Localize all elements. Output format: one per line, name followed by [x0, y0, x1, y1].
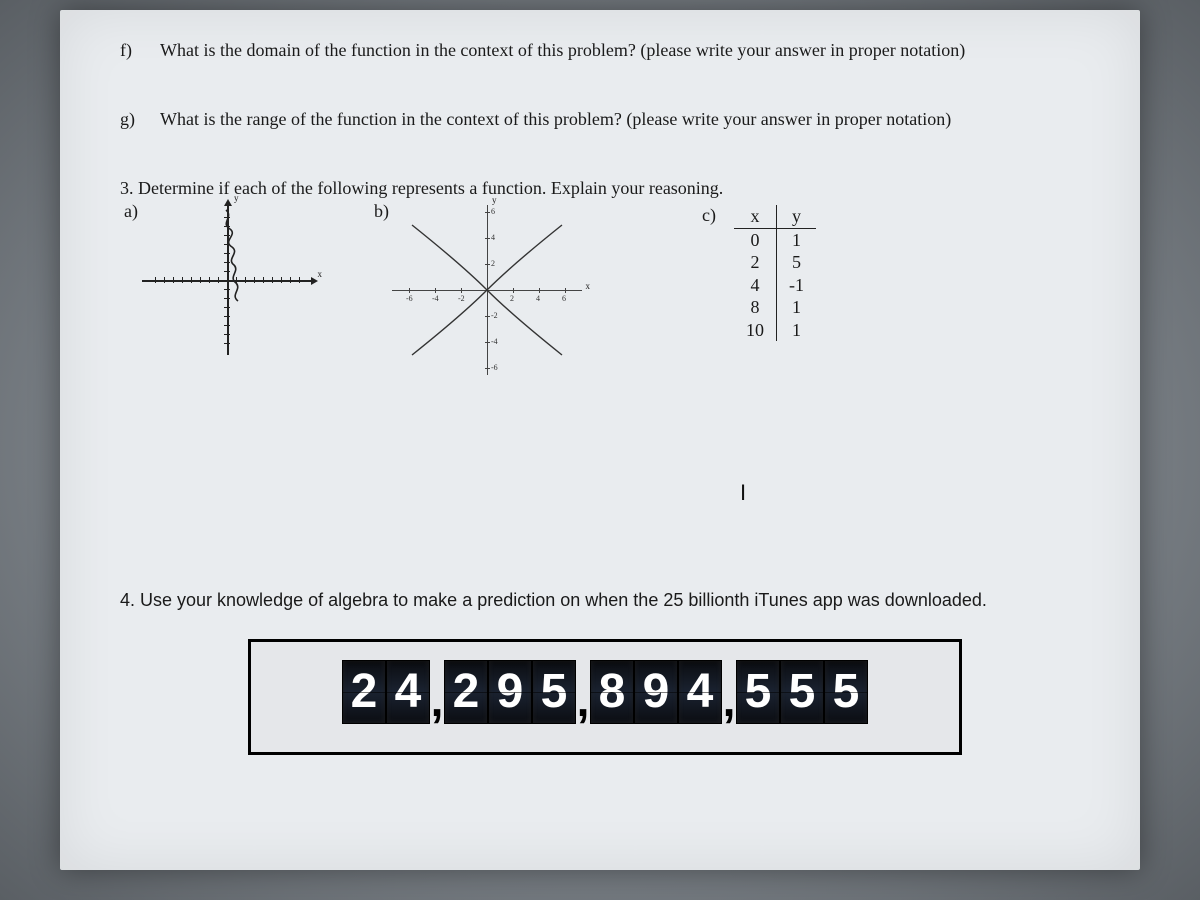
- counter-group: 555: [736, 660, 868, 734]
- counter-comma: ,: [722, 660, 736, 740]
- screen-bezel: f) What is the domain of the function in…: [0, 0, 1200, 900]
- table-row: x y: [734, 205, 816, 228]
- table-cell: 1: [776, 296, 816, 319]
- question-g-label: g): [120, 109, 142, 130]
- table-cell: 1: [776, 228, 816, 251]
- tick: [200, 277, 201, 283]
- graph-b-y-label: y: [492, 195, 497, 205]
- table-row: 81: [734, 296, 816, 319]
- tick: [281, 277, 282, 283]
- counter-group: 295: [444, 660, 576, 734]
- graph-b-curves: [392, 205, 582, 375]
- tick: [263, 277, 264, 283]
- tick: [272, 277, 273, 283]
- graph-a-x-label: x: [318, 269, 323, 279]
- counter-digit: 9: [488, 660, 532, 724]
- section-3-prompt: 3. Determine if each of the following re…: [120, 178, 1090, 199]
- counter-digit: 5: [780, 660, 824, 724]
- counter-digit: 2: [342, 660, 386, 724]
- tick: [224, 217, 230, 218]
- part-b: b) x y -6-4-2246-6-4-2246: [392, 205, 582, 375]
- question-g-text: What is the range of the function in the…: [160, 109, 951, 130]
- counter-digit: 2: [444, 660, 488, 724]
- tick: [299, 277, 300, 283]
- section-4: 4. Use your knowledge of algebra to make…: [120, 590, 1090, 755]
- table-cell: 1: [776, 319, 816, 342]
- counter-digit: 5: [736, 660, 780, 724]
- question-f: f) What is the domain of the function in…: [120, 40, 1090, 61]
- graph-a-y-label: y: [234, 193, 239, 203]
- counter-digit: 8: [590, 660, 634, 724]
- tick: [290, 277, 291, 283]
- tick: [182, 277, 183, 283]
- graph-b-x-label: x: [586, 281, 591, 291]
- table-row: 101: [734, 319, 816, 342]
- question-f-text: What is the domain of the function in th…: [160, 40, 965, 61]
- counter-digit: 4: [678, 660, 722, 724]
- tick: [155, 277, 156, 283]
- part-b-label: b): [374, 201, 389, 222]
- table-cell: 4: [734, 274, 777, 297]
- table-cell: 0: [734, 228, 777, 251]
- table-cell: -1: [776, 274, 816, 297]
- download-counter: 24,295,894,555: [248, 639, 962, 755]
- graph-a-squiggle: [214, 245, 254, 350]
- tick: [173, 277, 174, 283]
- table-cell: 10: [734, 319, 777, 342]
- counter-digit: 5: [824, 660, 868, 724]
- counter-digit: 5: [532, 660, 576, 724]
- part-a: a) x y: [142, 205, 312, 355]
- table-header-y: y: [776, 205, 816, 228]
- section-3: 3. Determine if each of the following re…: [120, 178, 1090, 375]
- table-row: 4-1: [734, 274, 816, 297]
- table-header-x: x: [734, 205, 777, 228]
- tick: [224, 235, 230, 236]
- tick: [164, 277, 165, 283]
- question-g: g) What is the range of the function in …: [120, 109, 1090, 130]
- graph-a: x y: [142, 205, 312, 355]
- table-cell: 2: [734, 251, 777, 274]
- arrow-up-icon: [224, 199, 232, 206]
- tick: [254, 277, 255, 283]
- table-row: 25: [734, 251, 816, 274]
- part-a-label: a): [124, 201, 138, 222]
- table-cell: 8: [734, 296, 777, 319]
- graph-b: x y -6-4-2246-6-4-2246: [392, 205, 582, 375]
- tick: [209, 277, 210, 283]
- table-row: 01: [734, 228, 816, 251]
- part-c: c) x y 01254-181101: [702, 205, 816, 341]
- tick: [191, 277, 192, 283]
- table-cell: 5: [776, 251, 816, 274]
- counter-comma: ,: [576, 660, 590, 740]
- text-cursor-icon: I: [740, 480, 746, 506]
- counter-group: 894: [590, 660, 722, 734]
- question-f-label: f): [120, 40, 142, 61]
- counter-digit: 9: [634, 660, 678, 724]
- counter-comma: ,: [430, 660, 444, 740]
- section-3-parts: a) x y b): [120, 205, 1090, 375]
- counter-digit: 4: [386, 660, 430, 724]
- section-4-prompt: 4. Use your knowledge of algebra to make…: [120, 590, 1090, 611]
- part-c-label: c): [702, 205, 716, 226]
- counter-group: 24: [342, 660, 430, 734]
- worksheet-page: f) What is the domain of the function in…: [60, 10, 1140, 870]
- table-c: x y 01254-181101: [734, 205, 816, 341]
